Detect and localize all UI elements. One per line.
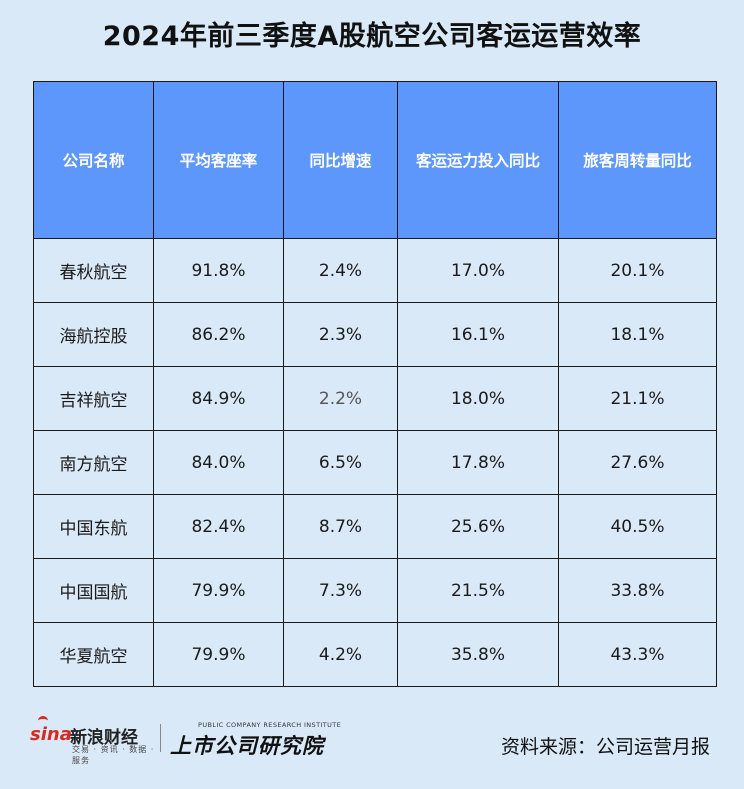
table-row: 吉祥航空 84.9% 2.2% 18.0% 21.1%	[33, 366, 717, 431]
value-cell: 17.0%	[397, 238, 559, 303]
table-row: 海航控股 86.2% 2.3% 16.1% 18.1%	[33, 302, 717, 367]
table-row: 南方航空 84.0% 6.5% 17.8% 27.6%	[33, 430, 717, 495]
sina-eye-icon	[38, 716, 48, 725]
column-header: 公司名称	[33, 81, 154, 239]
table-row: 中国东航 82.4% 8.7% 25.6% 40.5%	[33, 494, 717, 559]
header-row: 公司名称 平均客座率 同比增速 客运运力投入同比 旅客周转量同比	[33, 81, 717, 239]
source-note: 资料来源：公司运营月报	[500, 736, 710, 758]
footer: sina 新浪财经 交易 · 资讯 · 数据 · 服务 PUBLIC COMPA…	[0, 712, 744, 765]
value-cell: 17.8%	[397, 430, 559, 495]
value-cell: 4.2%	[283, 622, 398, 687]
sina-finance-logo: sina 新浪财经 交易 · 资讯 · 数据 · 服务	[30, 716, 155, 765]
sina-wordmark: sina	[30, 724, 72, 745]
value-cell: 16.1%	[397, 302, 559, 367]
institute-english-name: PUBLIC COMPANY RESEARCH INSTITUTE	[198, 721, 342, 729]
value-cell: 21.1%	[558, 366, 717, 431]
value-cell: 35.8%	[397, 622, 559, 687]
column-header: 旅客周转量同比	[558, 81, 717, 239]
company-name-cell: 春秋航空	[33, 238, 154, 303]
value-cell: 2.4%	[283, 238, 398, 303]
value-cell: 8.7%	[283, 494, 398, 559]
column-header: 平均客座率	[153, 81, 284, 239]
institute-chinese-name: 上市公司研究院	[170, 734, 324, 758]
company-name-cell: 南方航空	[33, 430, 154, 495]
page-title: 2024年前三季度A股航空公司客运运营效率	[102, 21, 642, 52]
value-cell: 2.2%	[283, 366, 398, 431]
value-cell: 84.0%	[153, 430, 284, 495]
value-cell: 20.1%	[558, 238, 717, 303]
value-cell: 79.9%	[153, 622, 284, 687]
value-cell: 43.3%	[558, 622, 717, 687]
value-cell: 18.1%	[558, 302, 717, 367]
value-cell: 84.9%	[153, 366, 284, 431]
column-header: 同比增速	[283, 81, 398, 239]
sina-tagline: 交易 · 资讯 · 数据 · 服务	[72, 745, 155, 765]
company-name-cell: 中国国航	[33, 558, 154, 623]
sina-finance-name: 新浪财经	[70, 728, 138, 748]
value-cell: 82.4%	[153, 494, 284, 559]
value-cell: 91.8%	[153, 238, 284, 303]
value-cell: 86.2%	[153, 302, 284, 367]
value-cell: 27.6%	[558, 430, 717, 495]
column-header: 客运运力投入同比	[397, 81, 559, 239]
table-row: 春秋航空 91.8% 2.4% 17.0% 20.1%	[33, 238, 717, 303]
value-cell: 33.8%	[558, 558, 717, 623]
table-row: 中国国航 79.9% 7.3% 21.5% 33.8%	[33, 558, 717, 623]
data-table: 公司名称 平均客座率 同比增速 客运运力投入同比 旅客周转量同比 春秋航空 91.…	[33, 81, 717, 687]
value-cell: 25.6%	[397, 494, 559, 559]
value-cell: 18.0%	[397, 366, 559, 431]
table-row: 华夏航空 79.9% 4.2% 35.8% 43.3%	[33, 622, 717, 687]
value-cell: 6.5%	[283, 430, 398, 495]
institute-logo: PUBLIC COMPANY RESEARCH INSTITUTE 上市公司研究…	[170, 720, 342, 758]
company-name-cell: 中国东航	[33, 494, 154, 559]
value-cell: 79.9%	[153, 558, 284, 623]
value-cell: 7.3%	[283, 558, 398, 623]
company-name-cell: 海航控股	[33, 302, 154, 367]
company-name-cell: 华夏航空	[33, 622, 154, 687]
company-name-cell: 吉祥航空	[33, 366, 154, 431]
logo-divider	[160, 724, 161, 752]
value-cell: 21.5%	[397, 558, 559, 623]
value-cell: 2.3%	[283, 302, 398, 367]
value-cell: 40.5%	[558, 494, 717, 559]
